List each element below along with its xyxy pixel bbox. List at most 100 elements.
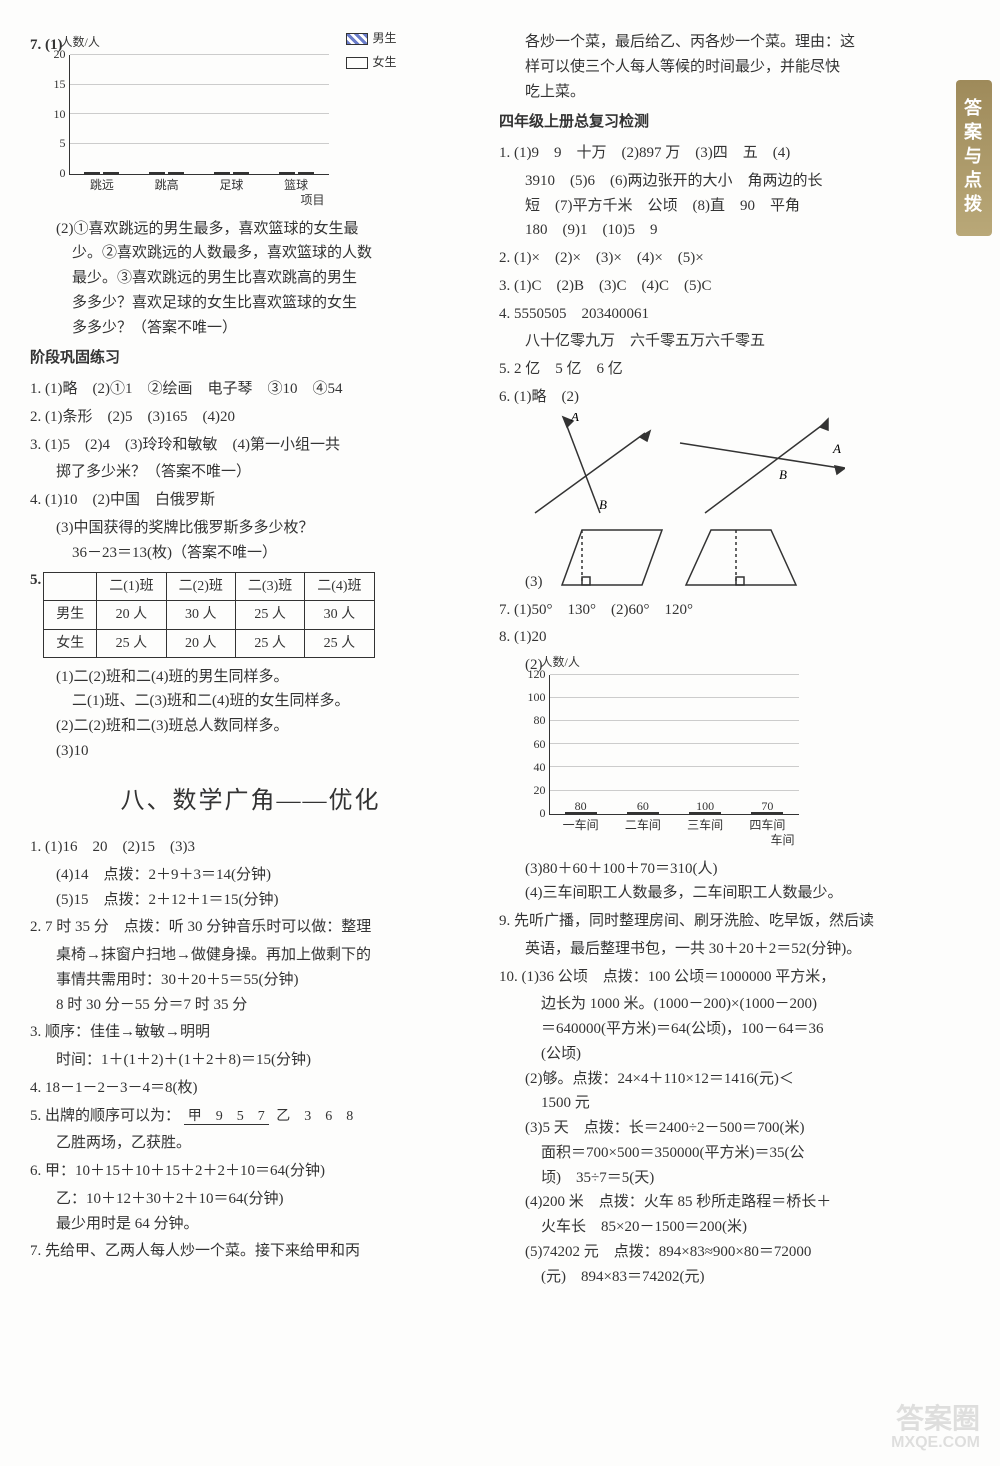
c10b: 边长为 1000 米。(1000－200)×(1000－200) — [499, 992, 940, 1017]
a5: 5. 二(1)班二(2)班二(3)班二(4)班男生20 人30 人25 人30 … — [30, 568, 471, 661]
watermark-l2: MXQE.COM — [891, 1434, 980, 1452]
parallelogram-fig — [557, 525, 667, 595]
c5: 5. 2 亿 5 亿 6 亿 — [499, 357, 940, 382]
a4b: (3)中国获得的奖牌比俄罗斯多多少枚？ — [30, 516, 471, 541]
c2: 2. (1)× (2)× (3)× (4)× (5)× — [499, 246, 940, 271]
c1b: 3910 (5)6 (6)两边张开的大小 角两边的长 — [499, 169, 940, 194]
cont-a: 各炒一个菜，最后给乙、丙各炒一个菜。理由：这 — [499, 30, 940, 55]
c9a: 9. 先听广播，同时整理房间、刷牙洗脸、吃早饭，然后读 — [499, 909, 940, 934]
watermark-l1: 答案圈 — [891, 1404, 980, 1435]
c4b: 八十亿零九万 六千零五万六千零五 — [499, 329, 940, 354]
c6-figs: A B A B — [499, 413, 940, 523]
c10c: ＝640000(平方米)＝64(公顷)，100－64＝36 — [499, 1017, 940, 1042]
b5-top: 甲 9 5 7 — [184, 1109, 269, 1125]
b1b: (4)14 点拨：2＋9＋3＝14(分钟) — [30, 863, 471, 888]
b5: 5. 出牌的顺序可以为： 甲 9 5 7 乙 3 6 8 — [30, 1104, 471, 1129]
q7-p2a: (2)①喜欢跳远的男生最多，喜欢篮球的女生最 — [30, 217, 471, 242]
c4a: 4. 5550505 203400061 — [499, 302, 940, 327]
b6a: 6. 甲：10＋15＋10＋15＋2＋2＋10＝64(分钟) — [30, 1159, 471, 1184]
b5-prefix: 5. 出牌的顺序可以为： — [30, 1108, 180, 1124]
b4: 4. 18－1－2－3－4＝8(枚) — [30, 1076, 471, 1101]
c1c: 短 (7)平方千米 公顷 (8)直 90 平角 — [499, 194, 940, 219]
c10k: 火车长 85×20－1500＝200(米) — [499, 1215, 940, 1240]
b6c: 最少用时是 64 分钟。 — [30, 1212, 471, 1237]
chart1-wrap: 人数/人 05101520跳远跳高足球篮球 项目 男生女生 — [69, 33, 329, 211]
c10g: (3)5 天 点拨：长＝2400÷2－500＝700(米) — [499, 1116, 940, 1141]
b5-frac: 甲 9 5 7 乙 3 6 8 — [184, 1109, 358, 1124]
trapezoid-fig — [681, 525, 801, 595]
svg-text:A: A — [570, 413, 579, 424]
chart1-ylabel: 人数/人 — [61, 33, 329, 53]
chart2-wrap: 人数/人 020406080100120一车间80二车间60三车间100四车间7… — [549, 653, 799, 851]
chart2-ylabel: 人数/人 — [541, 653, 799, 673]
a4c: 36－23＝13(枚)（答案不唯一） — [30, 541, 471, 566]
a5-p3: (2)二(2)班和二(3)班总人数同样多。 — [30, 714, 471, 739]
cont-c: 吃上菜。 — [499, 80, 940, 105]
cont-b: 样可以使三个人每人等候的时间最少，并能尽快 — [499, 55, 940, 80]
b2b: 桌椅→抹窗户扫地→做健身操。再加上做剩下的 — [30, 943, 471, 968]
c1d: 180 (9)1 (10)5 9 — [499, 218, 940, 243]
b5-bot: 乙 3 6 8 — [272, 1109, 357, 1124]
right-column: 各炒一个菜，最后给乙、丙各炒一个菜。理由：这 样可以使三个人每人等候的时间最少，… — [499, 30, 940, 1289]
b6b: 乙：10＋12＋30＋2＋10＝64(分钟) — [30, 1187, 471, 1212]
b2a: 2. 7 时 35 分 点拨：听 30 分钟音乐时可以做：整理 — [30, 915, 471, 940]
svg-text:A: A — [832, 441, 841, 456]
a5-p1: (1)二(2)班和二(4)班的男生同样多。 — [30, 665, 471, 690]
b3b: 时间：1＋(1＋2)＋(1＋2＋8)＝15(分钟) — [30, 1048, 471, 1073]
c3: 3. (1)C (2)B (3)C (4)C (5)C — [499, 274, 940, 299]
b3a: 3. 顺序：佳佳→敏敏→明明 — [30, 1020, 471, 1045]
b1a: 1. (1)16 20 (2)15 (3)3 — [30, 835, 471, 860]
c10a: 10. (1)36 公顷 点拨：100 公顷＝1000000 平方米， — [499, 965, 940, 990]
section-8-title: 八、数学广角——优化 — [30, 782, 471, 822]
page-columns: 7. (1) 人数/人 05101520跳远跳高足球篮球 项目 男生女生 (2)… — [30, 30, 940, 1289]
side-tab: 答案与点拨 — [956, 80, 992, 236]
c9b: 英语，最后整理书包，一共 30＋20＋2＝52(分钟)。 — [499, 937, 940, 962]
chart1: 05101520跳远跳高足球篮球 — [69, 55, 329, 175]
c8-label: 8. (1)20 — [499, 625, 940, 650]
section-b-title: 四年级上册总复习检测 — [499, 110, 940, 135]
b1c: (5)15 点拨：2＋12＋1＝15(分钟) — [30, 888, 471, 913]
a5-p4: (3)10 — [30, 739, 471, 764]
c8-p4: (4)三车间职工人数最多，二车间职工人数最少。 — [499, 881, 940, 906]
c7: 7. (1)50° 130° (2)60° 120° — [499, 598, 940, 623]
a2: 2. (1)条形 (2)5 (3)165 (4)20 — [30, 405, 471, 430]
q7: 7. (1) 人数/人 05101520跳远跳高足球篮球 项目 男生女生 (2)… — [30, 33, 471, 340]
svg-text:B: B — [779, 467, 787, 482]
c10h: 面积＝700×500＝350000(平方米)＝35(公 — [499, 1141, 940, 1166]
c6-label: 6. (1)略 (2) — [499, 389, 579, 405]
q7-p2b: 少。②喜欢跳远的人数最多，喜欢篮球的人数 — [30, 241, 471, 266]
c10d: (公顷) — [499, 1042, 940, 1067]
c8-p3: (3)80＋60＋100＋70＝310(人) — [499, 857, 940, 882]
chart2: 020406080100120一车间80二车间60三车间100四车间70 — [549, 675, 799, 815]
angle-fig-1: A B — [525, 413, 655, 523]
c10l: (5)74202 元 点拨：894×83≈900×80＝72000 — [499, 1240, 940, 1265]
q7-p2c: 最少。③喜欢跳远的男生比喜欢跳高的男生 — [30, 266, 471, 291]
left-column: 7. (1) 人数/人 05101520跳远跳高足球篮球 项目 男生女生 (2)… — [30, 30, 471, 1289]
q7-p2e: 多多少？（答案不唯一） — [30, 316, 471, 341]
svg-text:B: B — [599, 497, 607, 512]
a1: 1. (1)略 (2)①1 ②绘画 电子琴 ③10 ④54 — [30, 377, 471, 402]
b2c: 事情共需用时：30＋20＋5＝55(分钟) — [30, 968, 471, 993]
c10j: (4)200 米 点拨：火车 85 秒所走路程＝桥长＋ — [499, 1190, 940, 1215]
a5-table: 二(1)班二(2)班二(3)班二(4)班男生20 人30 人25 人30 人女生… — [43, 572, 374, 657]
watermark: 答案圈 MXQE.COM — [891, 1404, 980, 1452]
c6-sub3-label: (3) — [525, 570, 543, 595]
chart1-legend: 男生女生 — [346, 29, 396, 73]
c6: 6. (1)略 (2) — [499, 385, 940, 410]
c8-sub2-row: (2) 人数/人 020406080100120一车间80二车间60三车间100… — [499, 653, 940, 857]
c6-sub3: (3) — [499, 525, 940, 595]
a3a: 3. (1)5 (2)4 (3)玲玲和敏敏 (4)第一小组一共 — [30, 433, 471, 458]
a5-num: 5. — [30, 568, 41, 593]
c10i: 顷) 35÷7＝5(天) — [499, 1166, 940, 1191]
b7: 7. 先给甲、乙两人每人炒一个菜。接下来给甲和丙 — [30, 1239, 471, 1264]
angle-fig-2: A B — [675, 413, 845, 523]
a4a: 4. (1)10 (2)中国 白俄罗斯 — [30, 488, 471, 513]
q7-p2d: 多多少？喜欢足球的女生比喜欢篮球的女生 — [30, 291, 471, 316]
c10e: (2)够。点拨：24×4＋110×12＝1416(元)＜ — [499, 1067, 940, 1092]
b2d: 8 时 30 分－55 分＝7 时 35 分 — [30, 993, 471, 1018]
a3b: 掷了多少米？（答案不唯一） — [30, 460, 471, 485]
c1a: 1. (1)9 9 十万 (2)897 万 (3)四 五 (4) — [499, 141, 940, 166]
c10m: (元) 894×83＝74202(元) — [499, 1265, 940, 1290]
section-a-title: 阶段巩固练习 — [30, 346, 471, 371]
b5-suffix: 乙胜两场，乙获胜。 — [30, 1131, 471, 1156]
